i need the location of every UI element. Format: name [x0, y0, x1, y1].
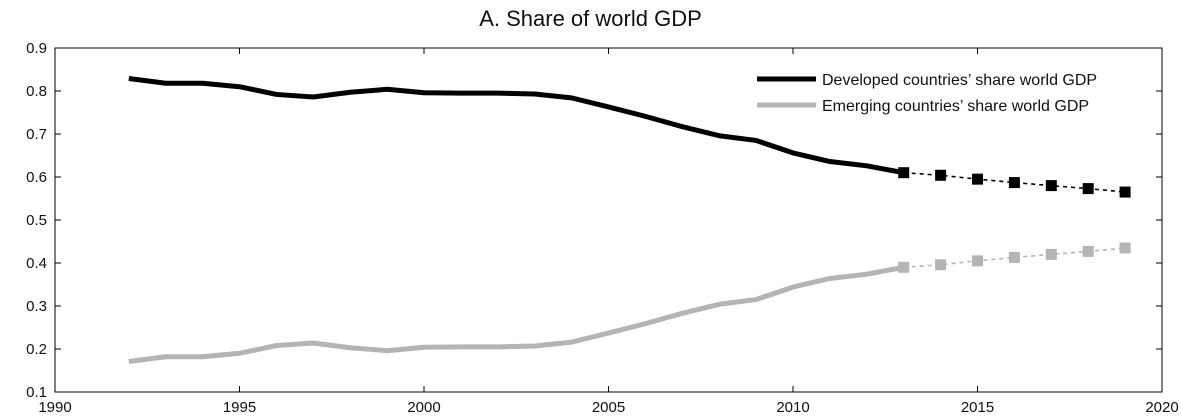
y-tick-label: 0.8	[26, 83, 47, 100]
x-tick-label: 2000	[407, 399, 440, 416]
projection-marker	[898, 167, 910, 179]
projection-marker	[1119, 242, 1131, 254]
x-tick-label: 2010	[776, 399, 809, 416]
projection-marker	[1008, 251, 1020, 263]
x-tick-label: 2020	[1145, 399, 1178, 416]
legend-label-0: Developed countries’ share world GDP	[822, 72, 1097, 89]
projection-marker	[1008, 177, 1020, 189]
projection-marker	[898, 261, 910, 273]
legend: Developed countries’ share world GDP Emer…	[757, 72, 1097, 115]
y-tick-label: 0.3	[26, 298, 47, 315]
projection-marker	[972, 255, 983, 267]
x-tick-label: 2015	[961, 399, 994, 416]
y-tick-label: 0.2	[26, 341, 47, 358]
projection-marker	[1045, 248, 1057, 260]
projection-marker	[935, 169, 947, 181]
plot-area	[128, 76, 1131, 364]
y-tick-label: 0.6	[26, 169, 47, 186]
series-line-1	[128, 264, 905, 364]
y-tick-label: 0.7	[26, 126, 47, 143]
axes: 1990 1995 2000 2005 2010 2015 2020 0.1 0.2 0.3 0.4…	[26, 40, 1179, 416]
y-tick-label: 0.5	[26, 212, 47, 229]
y-tick-label: 0.1	[26, 384, 47, 401]
y-tick-label: 0.9	[26, 40, 47, 57]
legend-label-1: Emerging countries’ share world GDP	[822, 98, 1089, 115]
projection-marker	[1082, 245, 1094, 257]
chart-title: A. Share of world GDP	[479, 6, 702, 31]
x-tick-label: 1990	[38, 399, 71, 416]
projection-marker	[972, 173, 983, 185]
series-line-0	[128, 76, 905, 176]
x-tick-label: 1995	[223, 399, 256, 416]
projection-marker	[1045, 180, 1057, 192]
y-tick-label: 0.4	[26, 255, 47, 272]
projection-marker	[935, 259, 947, 271]
projection-marker	[1119, 186, 1131, 198]
projection-marker	[1082, 183, 1094, 195]
x-tick-label: 2005	[592, 399, 625, 416]
